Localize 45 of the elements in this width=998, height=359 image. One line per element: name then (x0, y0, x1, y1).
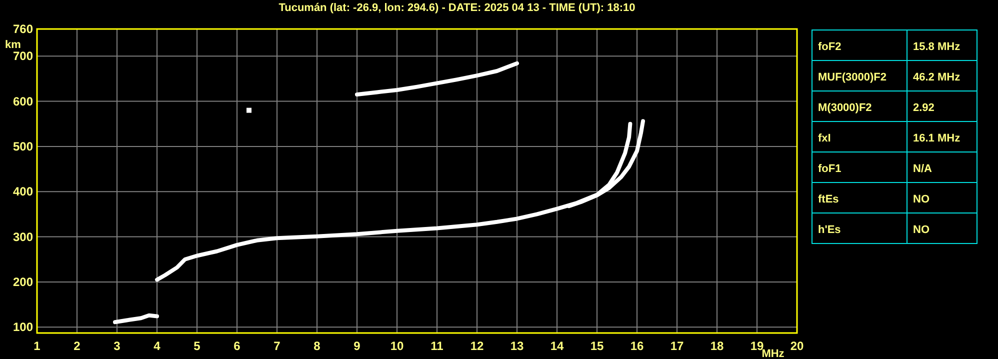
x-tick-label: 10 (390, 339, 404, 353)
x-tick-label: 6 (234, 339, 241, 353)
x-tick-label: 8 (314, 339, 321, 353)
category-label: foF2 (818, 41, 842, 53)
y-tick-label: 760 (12, 22, 34, 36)
x-tick-label: 19 (750, 339, 764, 353)
text: NO (913, 194, 930, 206)
category-label: foF1 (818, 163, 842, 175)
x-tick-label: 3 (114, 339, 121, 353)
y-tick-label: 200 (12, 274, 34, 289)
x-tick-label: 15 (590, 339, 604, 353)
x-tick-label: 1 (34, 339, 41, 353)
y-tick-label: 400 (12, 184, 34, 199)
text: 2.92 (913, 102, 934, 114)
x-tick-label: 13 (510, 339, 524, 353)
x-tick-label: 17 (670, 339, 684, 353)
text: 16.1 MHz (913, 132, 960, 144)
x-axis-title: MHz (762, 348, 785, 359)
x-tick-label: 9 (354, 339, 361, 353)
x-tick-label: 2 (74, 339, 81, 353)
x-tick-label: 7 (274, 339, 281, 353)
category-label: h'Es (818, 224, 841, 236)
text: 46.2 MHz (913, 72, 960, 84)
x-tick-label: 18 (710, 339, 724, 353)
y-tick-label: 700 (12, 49, 34, 64)
y-tick-label: 100 (12, 320, 34, 334)
chart-title: Tucumán (lat: -26.9, lon: 294.6) - DATE: 2025 04 13 - TIME (UT): 18:10 (278, 2, 636, 14)
x-tick-label: 20 (790, 339, 804, 353)
category-label: MUF(3000)F2 (818, 72, 886, 84)
x-tick-label: 5 (194, 339, 201, 353)
x-tick-label: 11 (430, 339, 444, 353)
text: NO (913, 224, 930, 236)
x-tick-label: 4 (154, 339, 161, 353)
x-tick-label: 14 (550, 339, 564, 353)
text: 15.8 MHz (913, 41, 960, 53)
y-axis-title: km (5, 39, 22, 51)
text: N/A (913, 163, 932, 175)
y-tick-label: 600 (12, 94, 34, 108)
x-tick-label: 16 (630, 339, 644, 353)
category-label: fxI (818, 132, 831, 144)
category-label: M(3000)F2 (818, 102, 872, 114)
category-label: ftEs (818, 194, 839, 206)
y-tick-label: 300 (12, 230, 34, 244)
y-tick-label: 500 (12, 139, 34, 154)
x-tick-label: 12 (470, 339, 484, 353)
